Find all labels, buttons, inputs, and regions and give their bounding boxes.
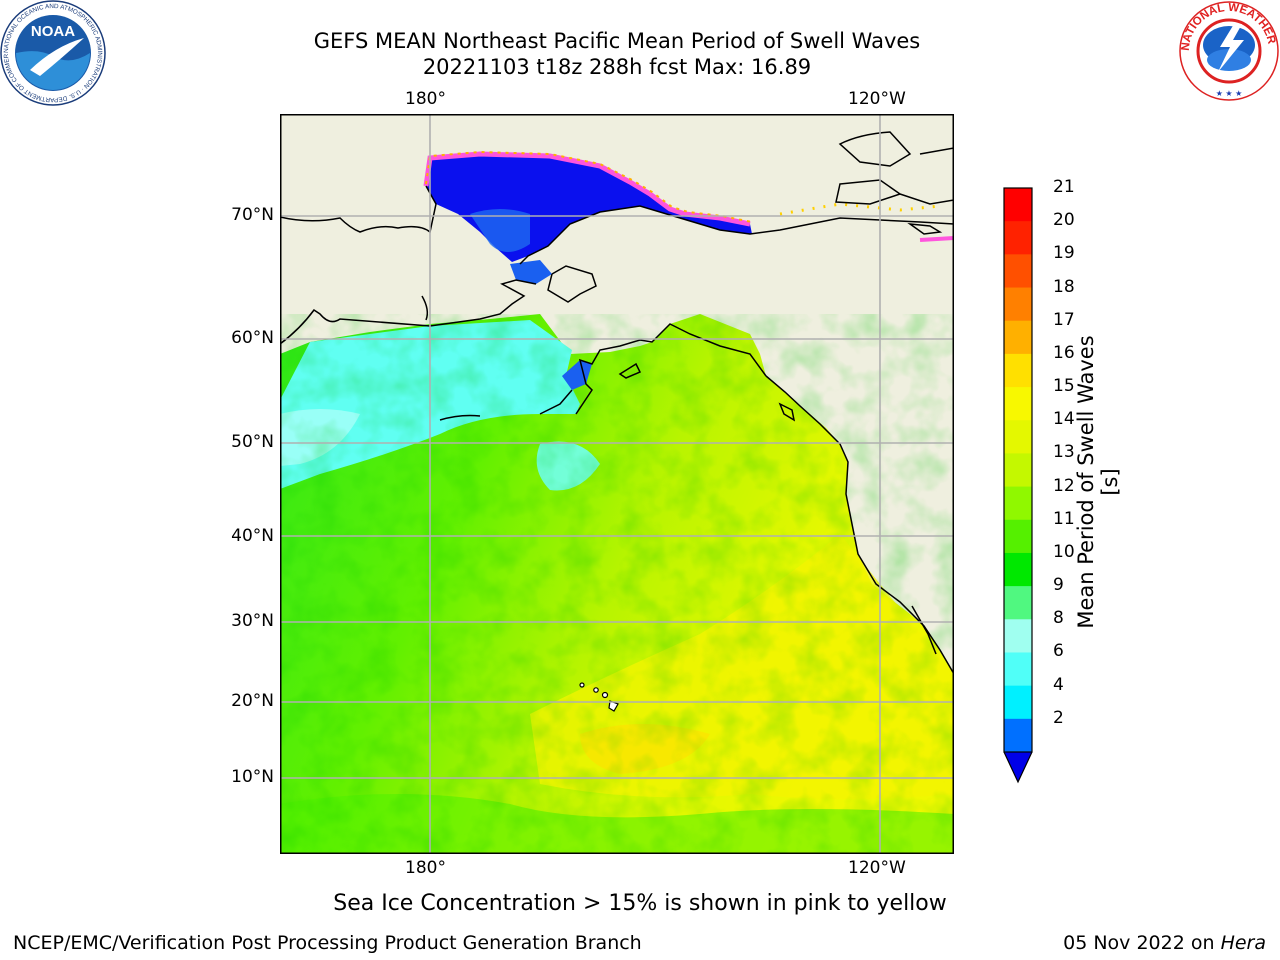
- bottom-lon-tick-120w: 120°W: [848, 858, 906, 878]
- colorbar-tick-label: 10: [1053, 541, 1075, 562]
- colorbar-swatch: [1004, 718, 1032, 753]
- colorbar-tick-label: 20: [1053, 210, 1075, 231]
- map-subtitle: 20221103 t18z 288h fcst Max: 16.89: [422, 55, 812, 79]
- colorbar-swatch: [1004, 221, 1032, 255]
- swell-period-map: [280, 114, 954, 854]
- footer-machine: Hera: [1220, 932, 1266, 954]
- lat-tick-60n: 60°N: [231, 328, 274, 348]
- noaa-logo-text: NOAA: [31, 23, 75, 40]
- colorbar-swatch: [1004, 420, 1032, 454]
- colorbar-tick-label: 14: [1053, 409, 1075, 430]
- graticule: [280, 114, 954, 854]
- colorbar-swatch: [1004, 586, 1032, 620]
- colorbar-swatch: [1004, 254, 1032, 289]
- footer-branch: NCEP/EMC/Verification Post Processing Pr…: [13, 932, 642, 954]
- colorbar-extend-arrow: [1004, 752, 1032, 782]
- footer-date: 05 Nov 2022 on Hera: [1063, 932, 1266, 954]
- colorbar-swatch: [1004, 287, 1032, 322]
- colorbar-tick-label: 17: [1053, 309, 1075, 330]
- lat-tick-10n: 10°N: [231, 767, 274, 787]
- bristol-bay-blue: [562, 360, 592, 390]
- colorbar-tick-label: 19: [1053, 243, 1075, 264]
- footer-date-text: 05 Nov 2022 on: [1063, 932, 1215, 954]
- lat-tick-40n: 40°N: [231, 526, 274, 546]
- lat-tick-30n: 30°N: [231, 611, 274, 631]
- sea-ice-caption: Sea Ice Concentration > 15% is shown in …: [333, 891, 947, 916]
- sea-ice-edge-pink-east: [919, 236, 954, 242]
- colorbar-tick-label: 8: [1053, 608, 1064, 629]
- noaa-logo: NOAA NATIONAL OCEANIC AND ATMOSPHERIC AD…: [0, 0, 106, 106]
- arctic-patch-lighter: [470, 209, 530, 252]
- colorbar-tick-label: 15: [1053, 376, 1075, 397]
- top-lon-tick-180: 180°: [405, 89, 446, 109]
- colorbar-tick-label: 21: [1053, 177, 1075, 197]
- hawaii-islands: [579, 682, 619, 712]
- colorbar-frame: [1003, 187, 1033, 753]
- colorbar-swatch: [1004, 387, 1032, 421]
- colorbar-swatch: [1004, 552, 1032, 587]
- lat-tick-70n: 70°N: [231, 205, 274, 225]
- colorbar-tick-label: 13: [1053, 442, 1075, 463]
- colorbar-tick-label: 4: [1053, 674, 1064, 695]
- top-lon-tick-120w: 120°W: [848, 89, 906, 109]
- svg-text:★ ★ ★: ★ ★ ★: [1216, 89, 1243, 98]
- colorbar-tick-label: 6: [1053, 641, 1064, 662]
- nws-logo: NATIONAL WEATHER SERVICE ★ ★ ★: [1174, 0, 1280, 102]
- colorbar-swatch: [1004, 519, 1032, 554]
- bottom-lon-tick-180: 180°: [405, 858, 446, 878]
- map-title: GEFS MEAN Northeast Pacific Mean Period …: [313, 29, 921, 53]
- colorbar-tick-label: 12: [1053, 475, 1075, 496]
- colorbar-tick-label: 16: [1053, 342, 1075, 363]
- colorbar-swatch: [1004, 652, 1032, 687]
- bering-blue: [510, 260, 552, 284]
- colorbar-swatch: [1004, 685, 1032, 720]
- colorbar-swatch: [1004, 188, 1032, 222]
- colorbar-swatch: [1004, 453, 1032, 488]
- ocean-texture: [280, 314, 954, 854]
- colorbar-title: Mean Period of Swell Waves [s]: [1074, 335, 1122, 629]
- colorbar: [1003, 187, 1033, 784]
- colorbar-swatch: [1004, 353, 1032, 388]
- colorbar-tick-label: 2: [1053, 707, 1064, 728]
- lat-tick-50n: 50°N: [231, 432, 274, 452]
- coastlines: [280, 131, 954, 675]
- map-frame: [280, 114, 954, 854]
- colorbar-tick-label: 18: [1053, 276, 1075, 297]
- colorbar-swatch: [1004, 619, 1032, 653]
- lat-tick-20n: 20°N: [231, 691, 274, 711]
- colorbar-swatch: [1004, 486, 1032, 521]
- colorbar-tick-label: 11: [1053, 508, 1075, 529]
- colorbar-swatch: [1004, 320, 1032, 355]
- colorbar-tick-label: 9: [1053, 575, 1064, 596]
